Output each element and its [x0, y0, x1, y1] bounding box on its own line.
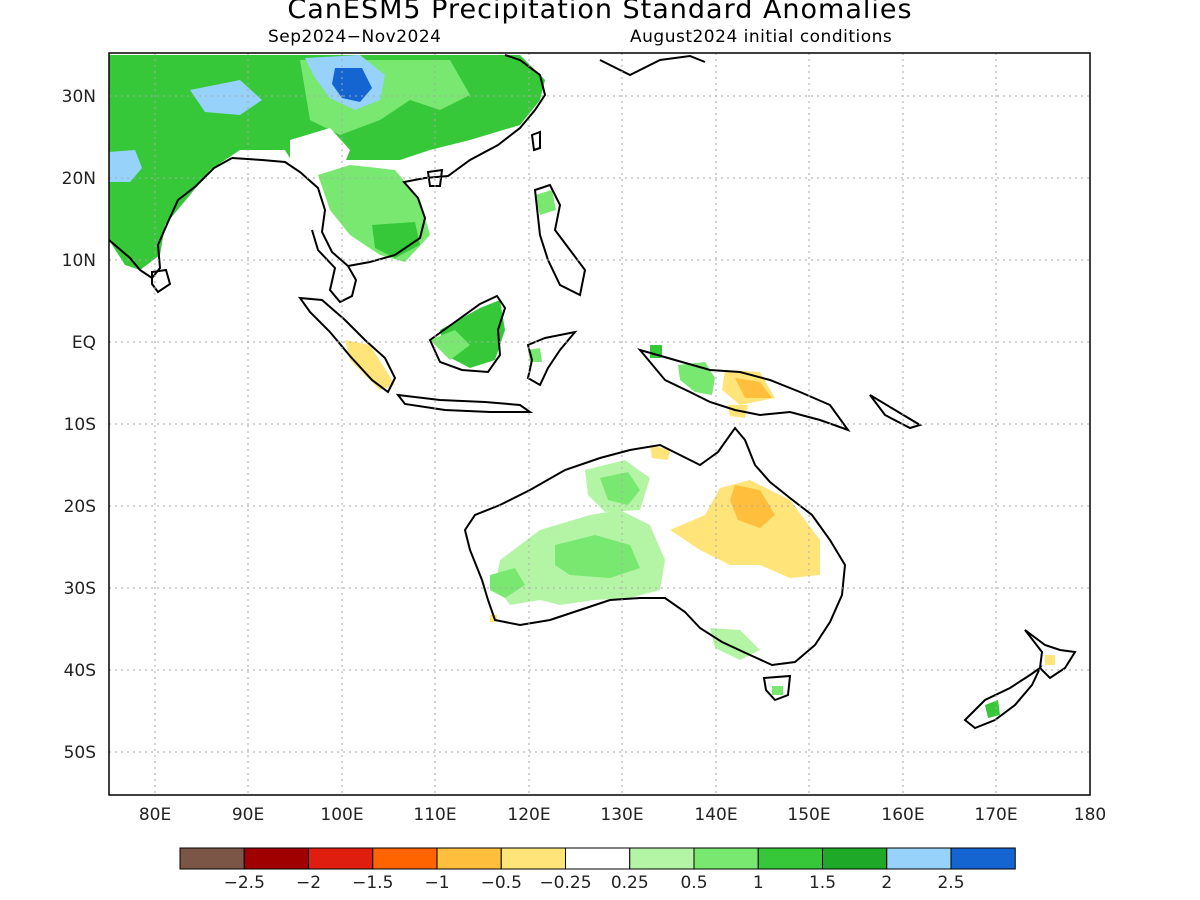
- colorbar: −2.5 −2 −1.5 −1 −0.5 −0.25 0.25 0.5 1 1.5 2 2.5: [179, 847, 1016, 893]
- anomaly-region-borneo-light: [430, 330, 470, 360]
- initial-conditions-label: August2024 initial conditions: [630, 27, 893, 47]
- anomaly-field: [109, 55, 1055, 718]
- lat-label: 10N: [62, 251, 96, 271]
- lon-label: 160E: [881, 805, 924, 825]
- colorbar-label: −1: [424, 873, 449, 893]
- coastline-southeast-asia: [231, 54, 547, 304]
- lon-label: 90E: [232, 805, 264, 825]
- anomaly-region-newguinea-orange: [735, 378, 772, 398]
- colorbar-swatch: [243, 847, 309, 870]
- colorbar-swatch: [372, 847, 438, 870]
- anomaly-region-southeast-green: [710, 628, 760, 660]
- coastline-australia: [463, 426, 847, 667]
- coastlines: [109, 54, 1077, 730]
- colorbar-swatch: [693, 847, 759, 870]
- colorbar-swatch: [179, 847, 245, 870]
- anomaly-region-himalaya-blue: [190, 80, 262, 115]
- forecast-period: Sep2024−Nov2024: [268, 27, 442, 47]
- lon-label: 180: [1074, 805, 1106, 825]
- lon-label: 150E: [787, 805, 830, 825]
- colorbar-swatch: [757, 847, 823, 870]
- lon-label: 110E: [413, 805, 456, 825]
- colorbar-label: 2: [881, 873, 892, 893]
- lon-label: 130E: [600, 805, 643, 825]
- gridlines: [109, 53, 1090, 795]
- anomaly-region-cambodia-green: [372, 222, 420, 258]
- lat-label: 20S: [64, 497, 96, 517]
- anomaly-region-india-blue: [109, 150, 142, 182]
- colorbar-label: −0.25: [539, 873, 591, 893]
- coastline-tasmania: [762, 674, 792, 702]
- anomaly-region-nz-yellow: [1045, 655, 1055, 665]
- coastline-new-guinea: [637, 348, 851, 433]
- lat-label: EQ: [72, 333, 96, 353]
- coastline-sumatra: [297, 296, 397, 394]
- colorbar-label: −2: [296, 873, 321, 893]
- colorbar-label: 0.5: [680, 873, 707, 893]
- colorbar-swatch: [565, 847, 631, 870]
- colorbar-label: 2.5: [937, 873, 964, 893]
- coastline-sulawesi: [526, 330, 578, 387]
- lon-label: 140E: [694, 805, 737, 825]
- latitude-axis: 30N 20N 10N EQ 10S 20S 30S 40S 50S: [62, 87, 96, 763]
- map-title: CanESM5 Precipitation Standard Anomalies: [287, 0, 913, 25]
- colorbar-label: 1.5: [809, 873, 836, 893]
- anomaly-region-central-green: [555, 535, 640, 578]
- longitude-axis: 80E 90E 100E 110E 120E 130E 140E 150E 16…: [139, 805, 1106, 825]
- lon-label: 80E: [139, 805, 171, 825]
- anomaly-region-sumatra-yellow: [345, 340, 395, 390]
- colorbar-label: −0.5: [481, 873, 522, 893]
- lat-label: 30S: [64, 579, 96, 599]
- lon-label: 100E: [320, 805, 363, 825]
- coastline-nz-north: [1024, 629, 1077, 680]
- colorbar-swatch: [950, 847, 1016, 870]
- anomaly-region-tibet-darkblue: [332, 68, 372, 102]
- coastline-srilanka: [151, 268, 172, 294]
- coastline-taiwan: [530, 130, 541, 152]
- anomaly-region-newguinea-green: [678, 362, 715, 395]
- anomaly-region-queensland-yellow: [670, 480, 820, 578]
- colorbar-swatch: [436, 847, 502, 870]
- lat-label: 10S: [64, 415, 96, 435]
- lat-label: 40S: [64, 661, 96, 681]
- anomaly-region-tasmania-green: [772, 686, 783, 695]
- coastline-nz-south: [963, 665, 1043, 730]
- anomaly-region-carpentaria-yellow: [650, 445, 670, 460]
- lon-label: 170E: [974, 805, 1017, 825]
- colorbar-label: 0.25: [611, 873, 649, 893]
- coastline-solomons: [869, 394, 923, 430]
- colorbar-swatch: [822, 847, 888, 870]
- coastline-philippines: [533, 183, 587, 297]
- anomaly-region-west-green: [490, 568, 525, 598]
- colorbar-swatch: [500, 847, 566, 870]
- colorbar-label: −2.5: [224, 873, 265, 893]
- map-frame: [108, 52, 1091, 796]
- colorbar-label: 1: [753, 873, 764, 893]
- colorbar-label: −1.5: [352, 873, 393, 893]
- coastline-hainan: [426, 168, 444, 187]
- lat-label: 30N: [62, 87, 96, 107]
- coastline-japan: [599, 54, 706, 77]
- colorbar-swatch: [308, 847, 374, 870]
- colorbar-swatch: [629, 847, 695, 870]
- coastline-borneo: [428, 294, 507, 374]
- coastline-india: [109, 157, 233, 280]
- lon-label: 120E: [507, 805, 550, 825]
- coastline-java: [395, 393, 534, 413]
- colorbar-swatches: [179, 847, 1016, 870]
- colorbar-labels: −2.5 −2 −1.5 −1 −0.5 −0.25 0.25 0.5 1 1.5 2 2.5: [224, 873, 965, 893]
- lat-label: 20N: [62, 169, 96, 189]
- anomaly-region-philippines: [535, 190, 556, 215]
- lat-label: 50S: [64, 743, 96, 763]
- colorbar-swatch: [886, 847, 952, 870]
- anomaly-region-kimberley-green: [600, 472, 640, 505]
- anomaly-region-nz-green: [985, 700, 1000, 718]
